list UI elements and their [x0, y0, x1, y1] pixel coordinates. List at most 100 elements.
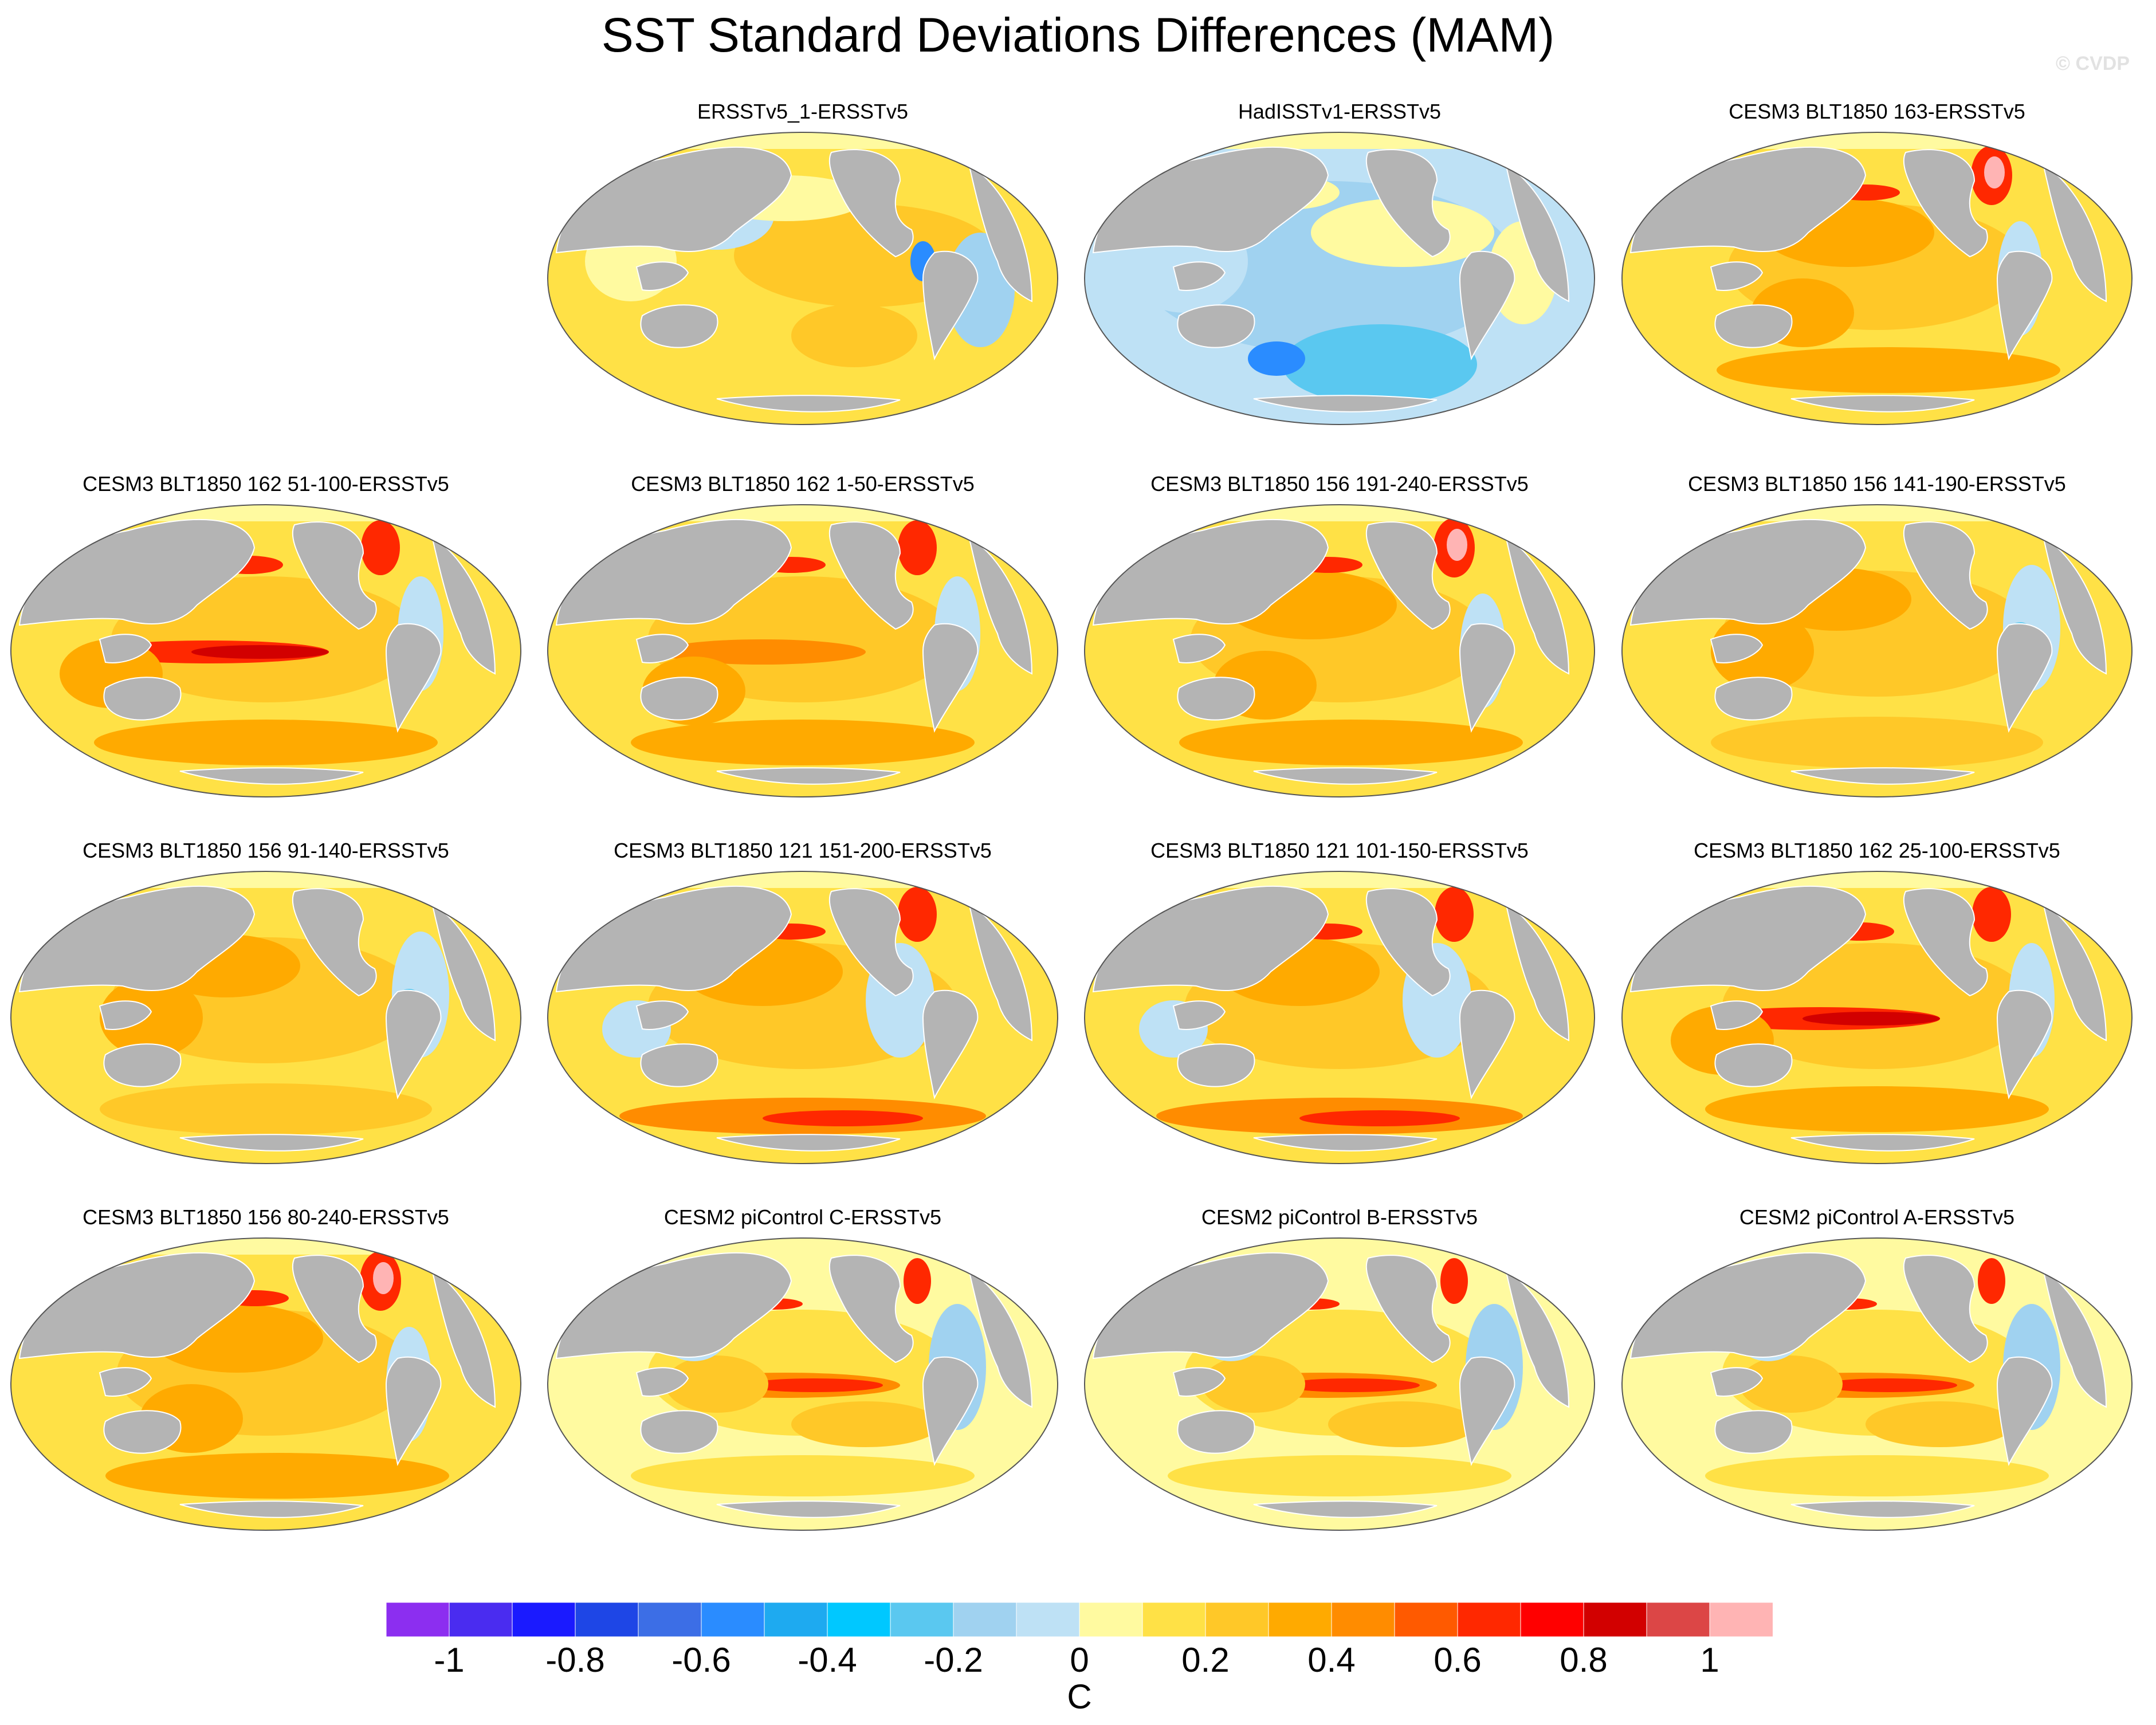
cvdp-watermark: © CVDP [2056, 53, 2130, 74]
colorbar: -1 -0.8 -0.6 -0.4 -0.2 0 0.2 0.4 0.6 0.8 1 C [386, 1602, 1773, 1717]
land-australia [103, 1410, 182, 1454]
map-panel: CESM2 piControl A-ERSSTv5 [1619, 1204, 2135, 1554]
land-maritime [1172, 1000, 1226, 1030]
land-antarctica [716, 767, 901, 785]
map-outline [1621, 132, 2133, 425]
land-maritime [635, 1000, 689, 1030]
land-antarctica [1253, 1500, 1438, 1518]
panel-title: CESM3 BLT1850 162 25-100-ERSSTv5 [1694, 839, 2060, 862]
land-maritime [1710, 634, 1764, 663]
panel-title: CESM3 BLT1850 162 1-50-ERSSTv5 [631, 472, 975, 496]
map-panel: CESM3 BLT1850 156 141-190-ERSSTv5 [1619, 471, 2135, 820]
land-maritime [635, 634, 689, 663]
land-eurafrica [2042, 1268, 2107, 1408]
panel-title: HadISSTv1-ERSSTv5 [1238, 100, 1442, 123]
colorbar-swatch [890, 1602, 954, 1637]
land-north-america [1903, 149, 1988, 258]
colorbar-swatch [1457, 1602, 1521, 1637]
sst-anomaly-contour [1248, 341, 1305, 376]
colorbar-tick-label: -0.6 [671, 1641, 731, 1679]
map-panel: CESM3 BLT1850 162 51-100-ERSSTv5 [8, 471, 524, 820]
colorbar-swatch [1646, 1602, 1710, 1637]
land-south-america [1459, 623, 1515, 733]
panel-title: CESM2 piControl C-ERSSTv5 [663, 1205, 942, 1229]
land-eurafrica [968, 535, 1033, 675]
map-panel: CESM3 BLT1850 163-ERSSTv5 [1619, 99, 2135, 448]
robinson-map [10, 871, 521, 1164]
panel-title: CESM2 piControl B-ERSSTv5 [1201, 1205, 1478, 1229]
land-antarctica [716, 395, 901, 412]
sst-anomaly-contour [191, 645, 329, 659]
figure-title: SST Standard Deviations Differences (MAM… [601, 8, 1555, 62]
robinson-map [547, 871, 1058, 1164]
sst-anomaly-contour [1711, 717, 2043, 768]
colorbar-swatch [1268, 1602, 1332, 1637]
sst-anomaly-contour [1202, 1355, 1305, 1413]
land-south-america [1996, 1356, 2053, 1467]
colorbar-swatch [1583, 1602, 1647, 1637]
land-eurafrica [1505, 535, 1570, 675]
map-outline [1084, 504, 1595, 797]
land-eurafrica [431, 1268, 496, 1408]
sst-anomaly-contour [1820, 1378, 1957, 1392]
land-maritime [1710, 1367, 1764, 1397]
colorbar-swatch [1016, 1602, 1080, 1637]
sst-anomaly-contour [105, 1453, 449, 1499]
sst-anomaly-contour [1972, 887, 2011, 942]
land-eurafrica [1505, 901, 1570, 1042]
land-antarctica [179, 767, 364, 785]
colorbar-swatch [827, 1602, 891, 1637]
land-australia [1177, 1410, 1255, 1454]
land-antarctica [1790, 395, 1975, 412]
robinson-map [547, 132, 1058, 425]
sst-anomaly-contour [898, 887, 937, 942]
land-maritime [1710, 261, 1764, 291]
land-north-america [828, 521, 914, 630]
colorbar-tick-label: 0.6 [1434, 1641, 1482, 1679]
land-australia [1177, 677, 1255, 721]
colorbar-swatch [1331, 1602, 1395, 1637]
sst-anomaly-contour [1168, 1455, 1511, 1496]
robinson-map [547, 504, 1058, 797]
land-antarctica [179, 1134, 364, 1152]
sst-anomaly-contour [1984, 156, 2005, 188]
sst-anomaly-contour [745, 1378, 883, 1392]
land-north-america [1903, 1255, 1988, 1364]
land-maritime [1172, 634, 1226, 663]
land-australia [1714, 1043, 1793, 1087]
land-antarctica [1253, 1134, 1438, 1152]
land-south-america [922, 250, 979, 361]
land-north-america [1365, 888, 1451, 997]
colorbar-swatch [638, 1602, 702, 1637]
robinson-map [1084, 871, 1595, 1164]
land-north-america [292, 888, 377, 997]
land-australia [103, 677, 182, 721]
land-eurafrica [968, 1268, 1033, 1408]
sst-anomaly-contour [898, 520, 937, 575]
sst-anomaly-contour [1447, 529, 1467, 561]
land-antarctica [716, 1500, 901, 1518]
map-panel: CESM3 BLT1850 121 101-150-ERSSTv5 [1082, 838, 1597, 1187]
sst-anomaly-contour [1282, 1378, 1420, 1392]
land-north-america [1903, 521, 1988, 630]
map-panel: ERSSTv5_1-ERSSTv5 [545, 99, 1061, 448]
land-antarctica [1253, 395, 1438, 412]
sst-anomaly-contour [1705, 1086, 2049, 1132]
map-outline [547, 1237, 1058, 1531]
sst-anomaly-contour [94, 720, 438, 765]
map-outline [10, 1237, 521, 1531]
colorbar-tick-label: -0.8 [545, 1641, 605, 1679]
colorbar-tick-label: -0.4 [798, 1641, 857, 1679]
land-eurafrica [2042, 901, 2107, 1042]
robinson-map [547, 1237, 1058, 1531]
colorbar-swatch [701, 1602, 765, 1637]
sst-anomaly-contour [1440, 1258, 1468, 1304]
land-south-america [1996, 250, 2053, 361]
map-outline [1621, 504, 2133, 797]
map-outline [1621, 871, 2133, 1164]
sst-anomaly-contour [1978, 1258, 2005, 1304]
sst-anomaly-contour [791, 1401, 940, 1447]
sst-anomaly-contour [904, 1258, 931, 1304]
panel-title: CESM3 BLT1850 163-ERSSTv5 [1729, 100, 2025, 123]
land-antarctica [1790, 1500, 1975, 1518]
